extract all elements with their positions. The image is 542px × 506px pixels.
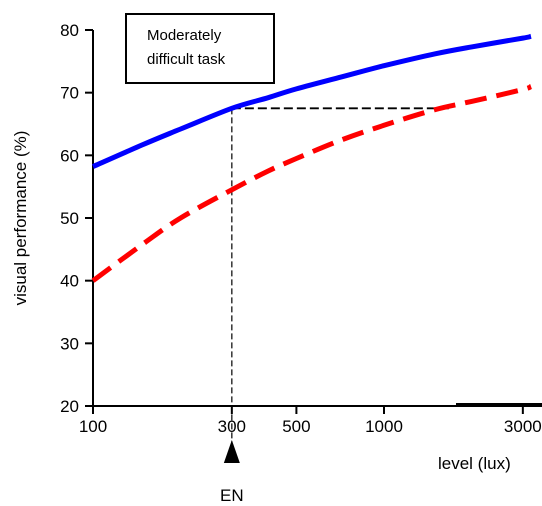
y-tick-label: 80 xyxy=(60,21,79,40)
y-tick-label: 50 xyxy=(60,209,79,228)
annotation-line-2: difficult task xyxy=(147,51,226,68)
x-tick-label: 1000 xyxy=(365,417,403,436)
x-tick-label: 100 xyxy=(79,417,107,436)
x-tick-label: 3000 xyxy=(504,417,542,436)
x-axis-label: level (lux) xyxy=(438,454,511,473)
series-line-1 xyxy=(92,33,532,169)
y-tick-label: 30 xyxy=(60,334,79,353)
y-tick-label: 20 xyxy=(60,397,79,416)
x-tick-label: 500 xyxy=(282,417,310,436)
y-tick-label: 40 xyxy=(60,272,79,291)
y-tick-label: 60 xyxy=(60,146,79,165)
en-marker-label: EN xyxy=(220,486,244,505)
annotation-box xyxy=(125,13,275,84)
annotation-line-1: Moderately xyxy=(147,27,222,44)
y-tick-label: 70 xyxy=(60,84,79,103)
en-arrow-icon xyxy=(223,440,240,463)
series-line-2 xyxy=(91,84,533,283)
y-axis-label: visual performance (%) xyxy=(11,131,30,306)
